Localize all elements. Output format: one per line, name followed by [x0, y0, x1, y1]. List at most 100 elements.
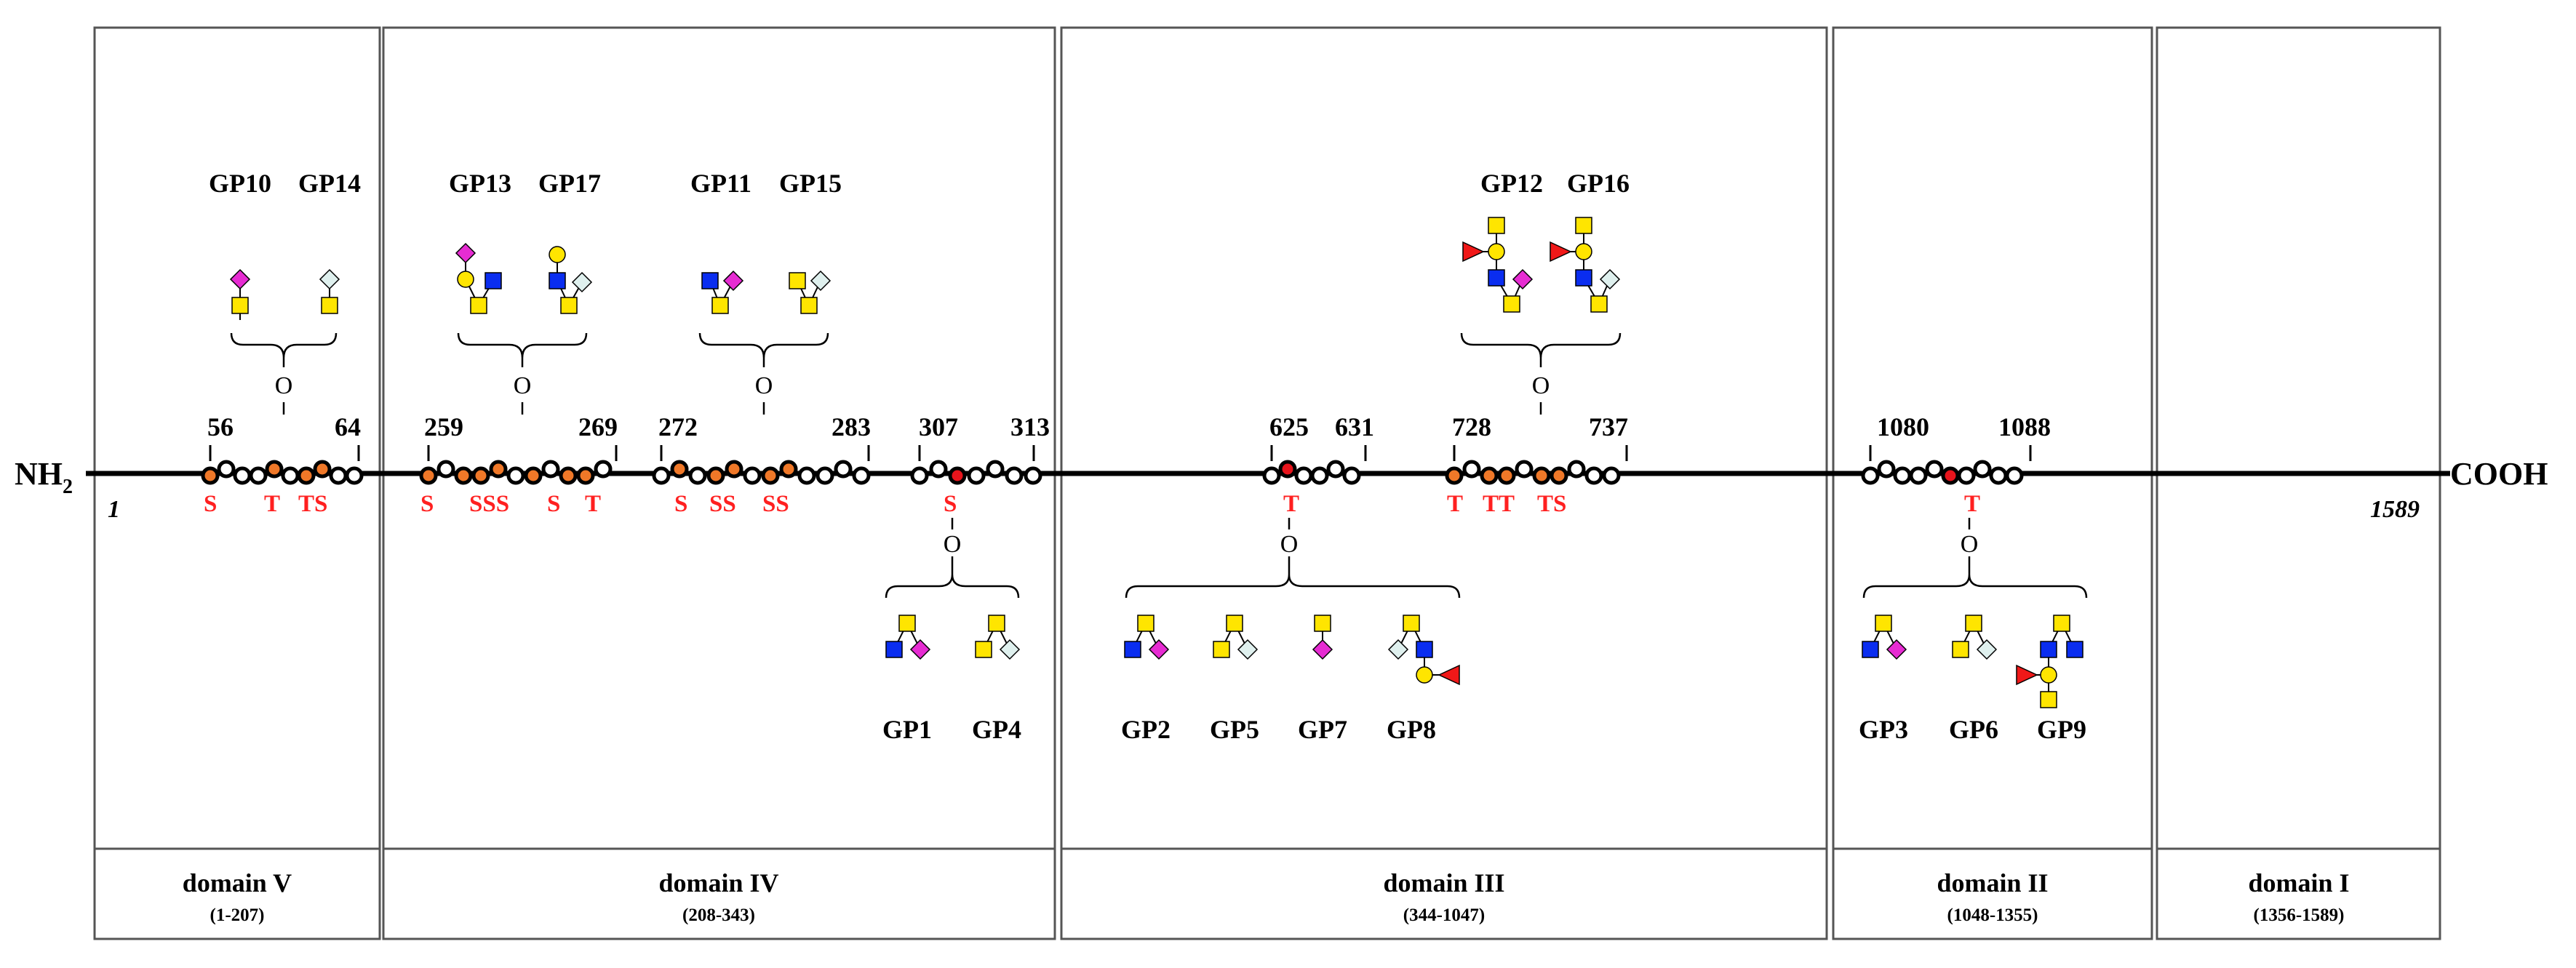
residue-circle: [1462, 460, 1481, 479]
galnac-square-icon: [789, 272, 806, 289]
glcnac-square-icon: [1488, 269, 1505, 287]
glcnac-square-icon: [1124, 641, 1141, 658]
site-label: TT: [1483, 491, 1515, 517]
residue-circle: [1584, 466, 1603, 485]
domain-iii-box: [1060, 26, 1828, 940]
glycosylated-site-circle: [1497, 466, 1516, 485]
galnac-square-icon: [1575, 217, 1592, 234]
residue-circle: [1005, 466, 1024, 485]
o-linkage-label: O: [755, 372, 773, 399]
o-linkage-label: O: [944, 531, 962, 558]
galnac-square-icon: [2053, 615, 2070, 632]
domain-iv-box: [382, 26, 1056, 940]
glycosylated-site-circle: [524, 466, 543, 485]
galnac-square-icon: [711, 297, 729, 314]
residue-circle: [910, 466, 929, 485]
position-269: 269: [578, 412, 618, 441]
residue-circle: [967, 466, 986, 485]
position-64: 64: [335, 412, 361, 441]
site-label: S: [944, 491, 957, 517]
site-labels: S T TS S SSS S T S SS SS S T T TT TS T: [204, 491, 1980, 517]
kdn-diamond-icon: [810, 270, 832, 292]
glycosylated-site-circle: [489, 460, 508, 479]
gp9-label: GP9: [2037, 715, 2086, 744]
gp10-label: GP10: [209, 169, 271, 198]
galnac-square-icon: [1314, 615, 1331, 632]
glcnac-square-icon: [2040, 641, 2057, 658]
domain-iv-name: domain IV: [658, 868, 778, 897]
residue-circle: [929, 460, 948, 479]
galnac-square-icon: [1137, 615, 1155, 632]
residue-circle: [834, 460, 853, 479]
position-272: 272: [658, 412, 698, 441]
kdn-diamond-icon: [1599, 268, 1621, 290]
galnac-square-icon: [1952, 641, 1969, 658]
glycosylated-site-circle: [670, 460, 689, 479]
gal-circle-icon: [1575, 243, 1592, 260]
o-linkage-label: O: [1532, 372, 1550, 399]
glycosylated-site-circle: [1532, 466, 1551, 485]
galnac-square-icon: [231, 297, 249, 314]
residue-circle: [797, 466, 816, 485]
galnac-square-icon: [898, 615, 916, 632]
position-283: 283: [832, 412, 871, 441]
residue-circle: [1925, 460, 1944, 479]
o-linkage-label: O: [1280, 531, 1299, 558]
position-631: 631: [1335, 412, 1374, 441]
residue-circle: [1893, 466, 1912, 485]
residue-circle: [1310, 466, 1329, 485]
galnac-square-icon: [321, 297, 338, 314]
glycosylated-site-circle: [761, 466, 780, 485]
glycopeptide-labels: GP10 GP14 GP13 GP17 GP11 GP15 GP1 GP4 GP…: [209, 169, 2086, 744]
end-residue-label: 1589: [2370, 496, 2420, 523]
residue-circle: [816, 466, 834, 485]
kdn-diamond-icon: [319, 268, 340, 290]
gal-circle-icon: [1416, 666, 1433, 684]
gp3-label: GP3: [1859, 715, 1908, 744]
residue-circle: [329, 466, 348, 485]
glycosylated-site-circle: [313, 460, 332, 479]
residue-circle: [1515, 460, 1534, 479]
residue-circle: [594, 460, 613, 479]
galnac-square-icon: [1403, 615, 1420, 632]
position-56: 56: [207, 412, 234, 441]
residue-circle: [1326, 460, 1345, 479]
gp14-label: GP14: [298, 169, 361, 198]
o-linkage-label: O: [1961, 531, 1979, 558]
domain-i-range: (1356-1589): [2254, 905, 2345, 925]
residue-chain: [201, 460, 2024, 485]
position-307: 307: [919, 412, 958, 441]
glycosylated-site-circle: [706, 466, 725, 485]
residue-circle: [852, 466, 871, 485]
linkage-connectors: [230, 332, 2088, 599]
domain-labels: domain V (1-207) domain IV (208-343) dom…: [183, 868, 2350, 925]
residue-circle: [217, 460, 236, 479]
residue-circle: [1024, 466, 1042, 485]
fucose-triangle-icon: [2016, 664, 2038, 686]
glycosylated-site-circle: [471, 466, 490, 485]
gal-circle-icon: [2040, 666, 2057, 684]
neu5ac-diamond-icon: [909, 639, 931, 660]
residue-circle: [281, 466, 300, 485]
domain-iii-name: domain III: [1383, 868, 1504, 897]
glycosylated-site-circle: [201, 466, 220, 485]
site-label: T: [1447, 491, 1463, 517]
position-ticks: [209, 445, 2032, 461]
gp6-label: GP6: [1949, 715, 1998, 744]
galnac-square-icon: [1503, 295, 1520, 313]
glcnac-square-icon: [1575, 269, 1592, 287]
gp5-label: GP5: [1210, 715, 1259, 744]
domain-v-name: domain V: [183, 868, 292, 897]
site-label: T: [1283, 491, 1299, 517]
galnac-square-icon: [560, 297, 578, 314]
position-728: 728: [1452, 412, 1491, 441]
domain-ii-box: [1832, 26, 2153, 940]
glycosylated-site-circle: [454, 466, 473, 485]
galnac-square-icon: [975, 641, 992, 658]
glcnac-square-icon: [549, 272, 566, 289]
galnac-square-icon: [1213, 641, 1230, 658]
glcnac-square-icon: [485, 272, 502, 289]
gp1-label: GP1: [882, 715, 932, 744]
